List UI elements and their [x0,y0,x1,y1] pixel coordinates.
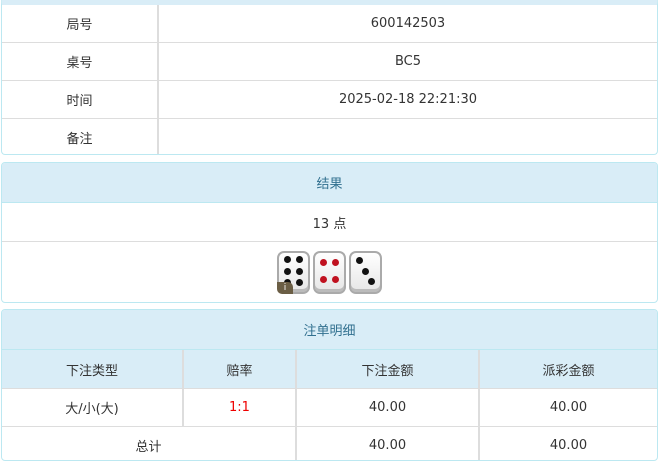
bet-details-title: 注单明细 [2,310,657,350]
die-3 [349,250,382,294]
die-6: i [277,250,310,294]
label: 时间 [66,94,93,109]
bet-details-panel: 注单明细 下注类型 赔率 下注金额 派彩金额 大/小(大) 1:1 40.00 … [1,309,658,461]
value: BC5 [157,43,657,80]
round-info-panel: 局号 600142503 桌号 BC5 时间 2025-02-18 22:21:30 … [1,0,658,155]
die-pip [319,276,327,284]
info-badge-icon[interactable]: i [277,281,293,294]
label: 局号 [66,18,93,33]
bet-amount: 40.00 [295,389,478,426]
bet-odds: 1:1 [182,389,295,426]
info-row-round: 局号 600142503 [2,5,657,42]
die-pip [368,278,376,286]
die-pip [332,258,340,266]
col-amount: 下注金额 [295,350,478,388]
info-row-table: 桌号 BC5 [2,42,657,80]
die-pip [296,255,304,263]
label: 桌号 [66,56,93,71]
total-row: 总计 40.00 40.00 [2,426,657,460]
info-row-note: 备注 [2,118,657,154]
bet-table-header: 下注类型 赔率 下注金额 派彩金额 [2,350,657,388]
col-type: 下注类型 [65,363,118,379]
die-pip [283,267,291,275]
result-points: 13 点 [312,216,347,232]
total-payout: 40.00 [478,427,657,460]
die-pip [362,267,369,275]
die-pip [283,255,291,263]
bet-type: 大/小(大) [65,402,119,417]
result-panel: 结果 13 点 i [1,162,658,303]
result-title: 结果 [2,163,657,203]
dice-row: i [2,241,657,302]
label: 备注 [66,132,93,147]
die-pip [296,279,304,287]
value: 600142503 [157,5,657,42]
bet-payout: 40.00 [478,389,657,426]
die-pip [332,276,340,284]
col-payout: 派彩金额 [478,350,657,388]
die-pip [296,267,304,275]
die-pip [355,256,363,264]
value: 2025-02-18 22:21:30 [157,81,657,118]
total-amount: 40.00 [295,427,478,460]
value [157,119,657,154]
col-odds: 赔率 [182,350,295,388]
bet-row: 大/小(大) 1:1 40.00 40.00 [2,388,657,426]
info-row-time: 时间 2025-02-18 22:21:30 [2,80,657,118]
total-label: 总计 [135,440,162,455]
die-4 [313,250,346,294]
die-pip [319,258,327,266]
